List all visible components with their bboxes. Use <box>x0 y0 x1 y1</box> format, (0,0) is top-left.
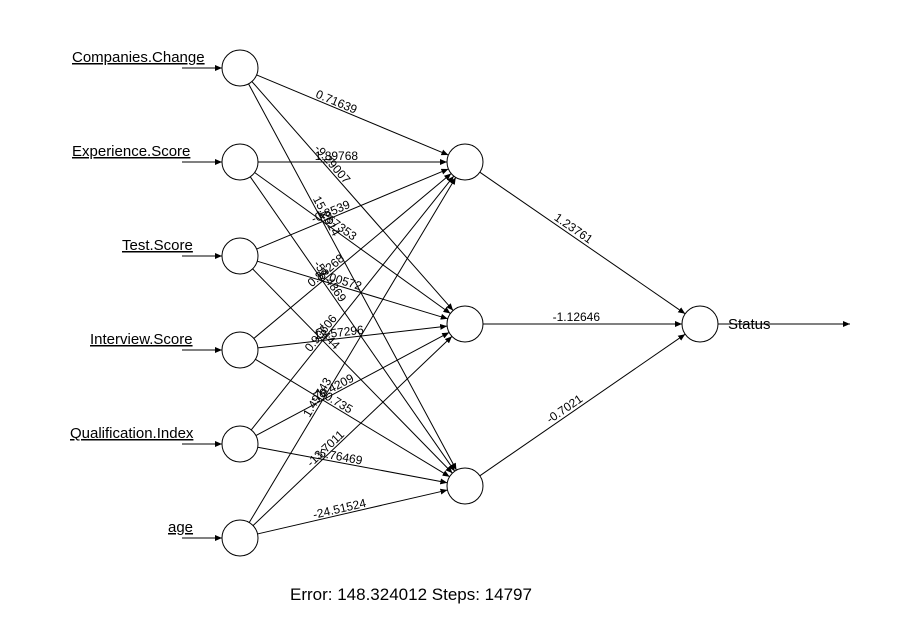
input-node-0 <box>222 50 258 86</box>
hidden-node-1 <box>447 306 483 342</box>
hidden-node-0 <box>447 144 483 180</box>
weight-label: 0.71639 <box>314 87 360 117</box>
weight-label: -24.51524 <box>312 496 368 522</box>
network-svg: 0.71639-9.2900715.26141.89768-4.57353-52… <box>0 0 900 632</box>
weight-label: 1.89768 <box>315 149 359 163</box>
weight-label: 1.23761 <box>552 210 596 246</box>
output-node <box>682 306 718 342</box>
input-label: Companies.Change <box>72 49 205 66</box>
input-node-2 <box>222 238 258 274</box>
input-label: age <box>168 519 193 536</box>
input-label: Experience.Score <box>72 143 190 160</box>
edge <box>255 173 451 314</box>
edge <box>253 269 453 473</box>
edge <box>254 174 451 339</box>
input-label: Qualification.Index <box>70 425 194 442</box>
input-label: Interview.Score <box>90 331 193 348</box>
weight-label: -1.12646 <box>553 310 601 324</box>
neural-net-diagram: 0.71639-9.2900715.26141.89768-4.57353-52… <box>0 0 900 632</box>
edge <box>253 336 452 525</box>
input-node-4 <box>222 426 258 462</box>
input-node-5 <box>222 520 258 556</box>
labels-layer: Companies.Change Experience.Score Test.Sco… <box>70 49 771 536</box>
footer-text: Error: 148.324012 Steps: 14797 <box>290 585 532 604</box>
output-label: Status <box>728 316 771 333</box>
input-node-1 <box>222 144 258 180</box>
input-node-3 <box>222 332 258 368</box>
input-label: Test.Score <box>122 237 193 254</box>
edges-layer <box>182 68 850 538</box>
edge <box>251 176 454 430</box>
weight-label: -0.7021 <box>544 391 586 426</box>
hidden-node-2 <box>447 468 483 504</box>
footer-layer: Error: 148.324012 Steps: 14797 <box>290 585 532 604</box>
